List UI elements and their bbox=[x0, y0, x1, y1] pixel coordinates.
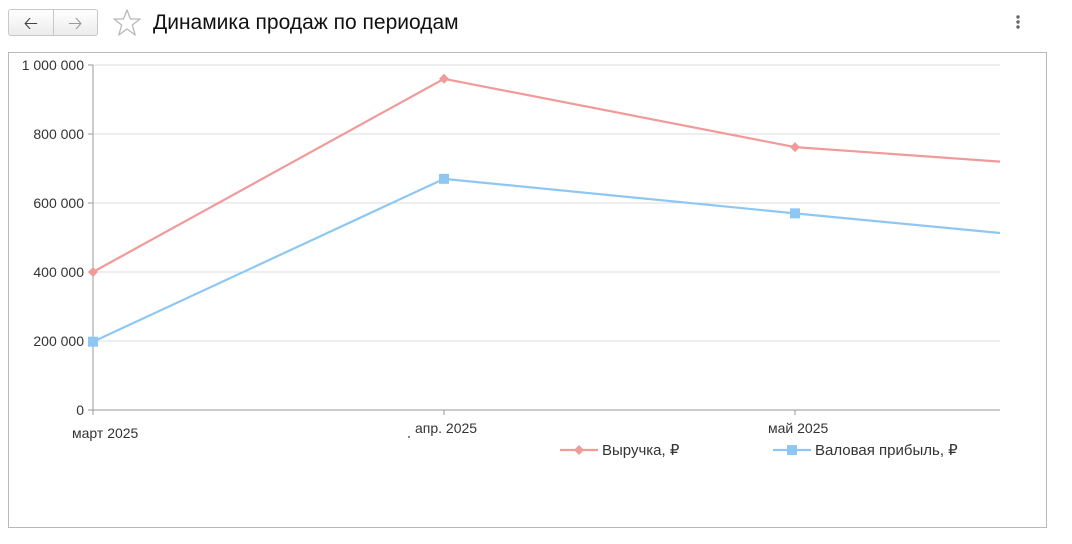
more-vertical-icon bbox=[1016, 15, 1020, 29]
series-line bbox=[92, 177, 1001, 343]
data-point bbox=[439, 173, 449, 184]
data-point bbox=[88, 267, 98, 277]
arrow-right-icon: 🡢 bbox=[67, 12, 83, 33]
legend-label: Валовая прибыль, ₽ bbox=[815, 442, 958, 459]
y-tick-label: 200 000 bbox=[33, 333, 84, 349]
data-point bbox=[574, 445, 584, 455]
star-icon bbox=[113, 9, 141, 36]
favorite-button[interactable] bbox=[112, 8, 142, 38]
y-tick-label: 800 000 bbox=[33, 126, 84, 142]
more-button[interactable] bbox=[1008, 10, 1028, 34]
data-point bbox=[439, 73, 449, 84]
series-line bbox=[92, 77, 1001, 273]
arrow-left-icon: 🡠 bbox=[23, 12, 39, 33]
x-tick-label: март 2025 bbox=[72, 425, 139, 441]
back-button[interactable]: 🡠 bbox=[9, 10, 53, 35]
y-tick-label: 0 bbox=[76, 402, 84, 418]
stray-dot bbox=[408, 436, 410, 438]
data-point bbox=[790, 208, 800, 219]
data-point bbox=[787, 445, 797, 455]
y-tick-label: 600 000 bbox=[33, 195, 84, 211]
toolbar: 🡠 🡢 Динамика продаж по периодам bbox=[0, 0, 1072, 48]
page-title: Динамика продаж по периодам bbox=[153, 11, 459, 34]
legend-label: Выручка, ₽ bbox=[602, 442, 680, 459]
x-tick-label: май 2025 bbox=[768, 420, 828, 436]
data-point bbox=[88, 336, 98, 347]
y-tick-label: 400 000 bbox=[33, 264, 84, 280]
chart-frame bbox=[8, 52, 1047, 528]
data-point bbox=[790, 142, 800, 153]
y-tick-label: 1 000 000 bbox=[22, 57, 84, 73]
forward-button[interactable]: 🡢 bbox=[52, 10, 98, 35]
navigation-buttons: 🡠 🡢 bbox=[8, 9, 98, 36]
x-tick-label: апр. 2025 bbox=[415, 420, 477, 436]
